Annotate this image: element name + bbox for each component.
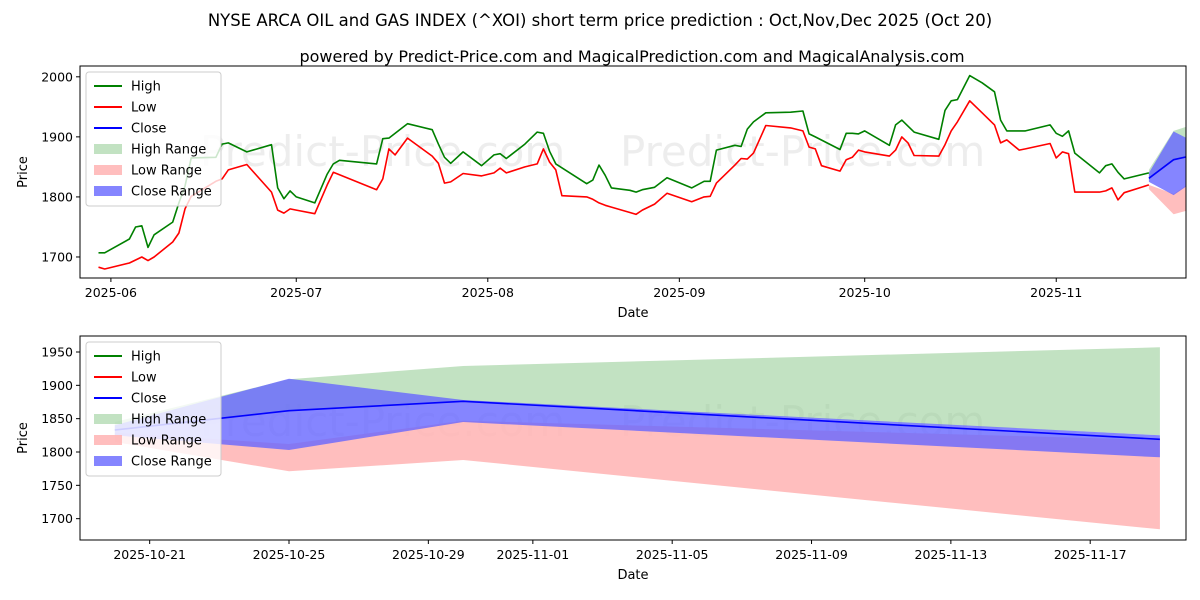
y-tick-label: 1850 (41, 411, 73, 426)
legend: High Low Close High Range Low Range Close Ran… (85, 71, 222, 207)
y-tick-label: 1900 (41, 129, 73, 144)
x-tick-label: 2025-11-13 (915, 547, 988, 562)
legend-label-high-range: High Range (131, 413, 206, 428)
y-tick-label: 1700 (41, 511, 73, 526)
x-axis-label: Date (617, 568, 648, 583)
x-tick-label: 2025-09 (653, 285, 705, 300)
x-tick-label: 2025-11-17 (1054, 547, 1127, 562)
x-tick-label: 2025-10-21 (113, 547, 186, 562)
legend-label-close: Close (131, 122, 166, 137)
close-range-band (1148, 131, 1186, 196)
legend-swatch-high-range (94, 144, 122, 154)
y-tick-label: 2000 (41, 69, 73, 84)
legend-label-high: High (131, 350, 161, 365)
close-range-band (114, 378, 1160, 458)
y-tick-label: 1800 (41, 189, 73, 204)
y-tick-label: 1750 (41, 478, 73, 493)
x-tick-label: 2025-11 (1030, 285, 1082, 300)
y-axis-label: Price (16, 422, 31, 454)
x-tick-label: 2025-11-05 (636, 547, 709, 562)
legend-label-low: Low (131, 101, 157, 116)
plot-frame (79, 65, 1187, 279)
watermark-text: Predict-Price.com (620, 127, 985, 176)
watermark-text: Predict-Price.com (200, 127, 565, 176)
bottom-panel: Predict-Price.comPredict-Price.comPredic… (16, 335, 1187, 583)
chart-subtitle: powered by Predict-Price.com and Magical… (299, 47, 964, 66)
chart-title: NYSE ARCA OIL and GAS INDEX (^XOI) short… (208, 11, 992, 30)
legend-swatch-close-range (94, 456, 122, 466)
high-range-band (114, 347, 1160, 436)
x-tick-label: 2025-10 (839, 285, 891, 300)
legend-label-close: Close (131, 392, 166, 407)
x-tick-label: 2025-10-25 (253, 547, 326, 562)
legend-label-low: Low (131, 371, 157, 386)
legend-label-high: High (131, 80, 161, 95)
top-panel: Predict-Price.com Predict-Price.comPredic… (16, 65, 1187, 321)
y-axis-label: Price (16, 156, 31, 188)
legend-swatch-high-range (94, 414, 122, 424)
x-tick-label: 2025-11-09 (775, 547, 848, 562)
y-tick-label: 1900 (41, 378, 73, 393)
low-series-line (98, 100, 1150, 270)
legend-label-close-range: Close Range (131, 455, 212, 470)
legend-swatch-close-range (94, 186, 122, 196)
x-tick-label: 2025-06 (85, 285, 137, 300)
close-series-line (1148, 156, 1186, 179)
x-tick-label: 2025-08 (462, 285, 514, 300)
y-tick-label: 1700 (41, 249, 73, 264)
plot-frame (79, 335, 1187, 541)
high-series-line (98, 74, 1150, 254)
legend: High Low Close High Range Low Range Close Ran… (85, 341, 222, 477)
x-axis-label: Date (617, 306, 648, 321)
legend-label-low-range: Low Range (131, 164, 202, 179)
x-tick-label: 2025-10-29 (392, 547, 465, 562)
legend-label-low-range: Low Range (131, 434, 202, 449)
legend-label-high-range: High Range (131, 143, 206, 158)
y-tick-label: 1800 (41, 445, 73, 460)
x-tick-label: 2025-07 (270, 285, 322, 300)
x-tick-label: 2025-11-01 (497, 547, 570, 562)
legend-swatch-low-range (94, 165, 122, 175)
low-range-band (114, 420, 1160, 530)
y-tick-label: 1950 (41, 345, 73, 360)
legend-swatch-low-range (94, 435, 122, 445)
legend-label-close-range: Close Range (131, 185, 212, 200)
